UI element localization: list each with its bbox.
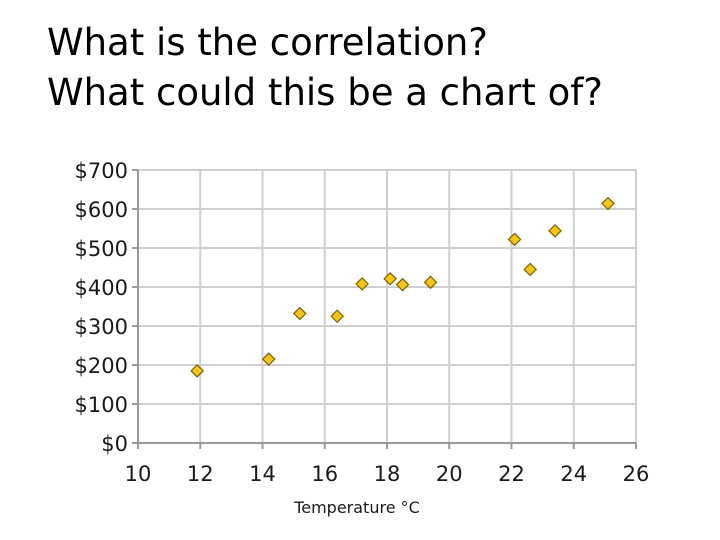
data-point-7 xyxy=(395,277,410,292)
heading-line-2: What could this be a chart of? xyxy=(47,71,603,114)
y-tick-label: $400 xyxy=(75,276,128,300)
y-tick-labels: $0 $100 $200 $300 $400 $500 $600 $700 xyxy=(75,159,128,456)
data-point-11 xyxy=(548,223,562,238)
y-tick-label: $200 xyxy=(75,354,128,378)
x-tick-label: 12 xyxy=(187,462,214,486)
data-points xyxy=(190,196,615,378)
grid xyxy=(137,169,637,444)
y-tick-label: $100 xyxy=(75,393,128,417)
slide-heading: What is the correlation? What could this… xyxy=(47,18,707,118)
x-tick-label: 24 xyxy=(560,462,587,486)
data-point-3 xyxy=(293,306,307,321)
x-tick-labels: 10 12 14 16 18 20 22 24 26 xyxy=(125,462,650,486)
data-point-12 xyxy=(601,196,615,211)
data-point-9 xyxy=(507,232,522,247)
data-point-10 xyxy=(523,262,538,277)
x-tick-label: 18 xyxy=(374,462,401,486)
x-tick-label: 16 xyxy=(311,462,338,486)
x-tick-label: 22 xyxy=(498,462,525,486)
data-point-6 xyxy=(383,271,397,286)
y-tick-label: $0 xyxy=(101,432,128,456)
data-point-5 xyxy=(355,277,369,291)
x-tick-label: 20 xyxy=(436,462,463,486)
data-point-2 xyxy=(261,352,276,366)
axes xyxy=(132,169,637,449)
data-point-4 xyxy=(330,309,345,324)
x-tick-label: 10 xyxy=(125,462,152,486)
y-tick-label: $300 xyxy=(75,315,128,339)
y-tick-label: $600 xyxy=(75,198,128,222)
y-tick-label: $700 xyxy=(75,159,128,183)
y-tick-label: $500 xyxy=(75,237,128,261)
x-tick-label: 14 xyxy=(249,462,276,486)
data-point-8 xyxy=(423,275,438,290)
heading-line-1: What is the correlation? xyxy=(47,21,488,64)
x-tick-label: 26 xyxy=(623,462,650,486)
data-point-1 xyxy=(190,364,204,378)
x-axis-title: Temperature °C xyxy=(293,498,420,517)
